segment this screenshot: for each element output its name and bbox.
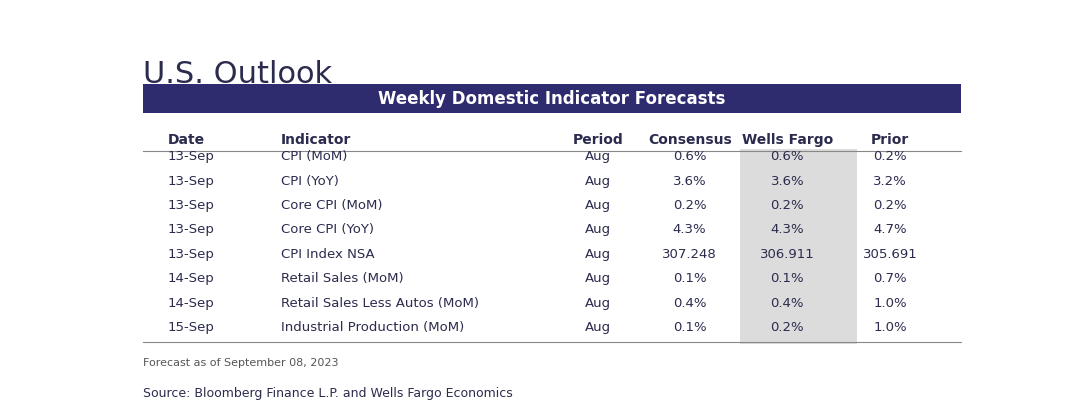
Text: 13-Sep: 13-Sep xyxy=(168,248,215,261)
Text: 0.4%: 0.4% xyxy=(770,296,805,310)
Text: 0.2%: 0.2% xyxy=(770,199,805,212)
Text: 3.6%: 3.6% xyxy=(673,175,707,188)
Text: 0.6%: 0.6% xyxy=(673,150,707,163)
Text: Forecast as of September 08, 2023: Forecast as of September 08, 2023 xyxy=(143,358,338,368)
Text: 307.248: 307.248 xyxy=(662,248,717,261)
Text: 1.0%: 1.0% xyxy=(873,321,907,334)
Text: Aug: Aug xyxy=(585,296,611,310)
FancyBboxPatch shape xyxy=(143,84,961,113)
Text: 0.2%: 0.2% xyxy=(873,150,907,163)
Text: Wells Fargo: Wells Fargo xyxy=(742,133,833,147)
Text: 13-Sep: 13-Sep xyxy=(168,175,215,188)
FancyBboxPatch shape xyxy=(740,197,856,222)
Text: Prior: Prior xyxy=(871,133,909,147)
Text: 0.1%: 0.1% xyxy=(770,272,805,285)
Text: CPI Index NSA: CPI Index NSA xyxy=(281,248,375,261)
FancyBboxPatch shape xyxy=(740,319,856,344)
Text: Aug: Aug xyxy=(585,199,611,212)
Text: Source: Bloomberg Finance L.P. and Wells Fargo Economics: Source: Bloomberg Finance L.P. and Wells… xyxy=(143,387,513,400)
Text: Consensus: Consensus xyxy=(647,133,731,147)
Text: 1.0%: 1.0% xyxy=(873,296,907,310)
Text: CPI (MoM): CPI (MoM) xyxy=(281,150,347,163)
Text: 15-Sep: 15-Sep xyxy=(168,321,215,334)
Text: Core CPI (MoM): Core CPI (MoM) xyxy=(281,199,382,212)
Text: Aug: Aug xyxy=(585,321,611,334)
Text: 3.6%: 3.6% xyxy=(770,175,805,188)
Text: 0.4%: 0.4% xyxy=(673,296,707,310)
Text: Period: Period xyxy=(573,133,624,147)
FancyBboxPatch shape xyxy=(740,222,856,246)
Text: 4.7%: 4.7% xyxy=(873,224,907,236)
Text: U.S. Outlook: U.S. Outlook xyxy=(143,60,332,89)
FancyBboxPatch shape xyxy=(740,246,856,271)
Text: 13-Sep: 13-Sep xyxy=(168,150,215,163)
Text: Industrial Production (MoM): Industrial Production (MoM) xyxy=(281,321,464,334)
Text: Aug: Aug xyxy=(585,224,611,236)
Text: Aug: Aug xyxy=(585,175,611,188)
Text: 14-Sep: 14-Sep xyxy=(168,272,214,285)
Text: 305.691: 305.691 xyxy=(863,248,918,261)
Text: 0.2%: 0.2% xyxy=(873,199,907,212)
Text: 14-Sep: 14-Sep xyxy=(168,296,214,310)
Text: 13-Sep: 13-Sep xyxy=(168,199,215,212)
Text: 13-Sep: 13-Sep xyxy=(168,224,215,236)
Text: Aug: Aug xyxy=(585,248,611,261)
Text: Core CPI (YoY): Core CPI (YoY) xyxy=(281,224,374,236)
Text: Aug: Aug xyxy=(585,272,611,285)
Text: Indicator: Indicator xyxy=(281,133,351,147)
Text: CPI (YoY): CPI (YoY) xyxy=(281,175,338,188)
FancyBboxPatch shape xyxy=(740,271,856,295)
Text: Retail Sales Less Autos (MoM): Retail Sales Less Autos (MoM) xyxy=(281,296,478,310)
Text: 0.6%: 0.6% xyxy=(770,150,805,163)
FancyBboxPatch shape xyxy=(740,295,856,319)
Text: 4.3%: 4.3% xyxy=(770,224,805,236)
Text: Aug: Aug xyxy=(585,150,611,163)
Text: 0.1%: 0.1% xyxy=(673,321,707,334)
Text: 0.7%: 0.7% xyxy=(873,272,907,285)
Text: Retail Sales (MoM): Retail Sales (MoM) xyxy=(281,272,403,285)
Text: 0.1%: 0.1% xyxy=(673,272,707,285)
Text: 306.911: 306.911 xyxy=(760,248,814,261)
Text: 3.2%: 3.2% xyxy=(873,175,907,188)
FancyBboxPatch shape xyxy=(740,148,856,173)
FancyBboxPatch shape xyxy=(740,173,856,197)
Text: Weekly Domestic Indicator Forecasts: Weekly Domestic Indicator Forecasts xyxy=(378,90,726,108)
Text: 0.2%: 0.2% xyxy=(673,199,707,212)
Text: Date: Date xyxy=(168,133,205,147)
Text: 4.3%: 4.3% xyxy=(673,224,707,236)
Text: 0.2%: 0.2% xyxy=(770,321,805,334)
